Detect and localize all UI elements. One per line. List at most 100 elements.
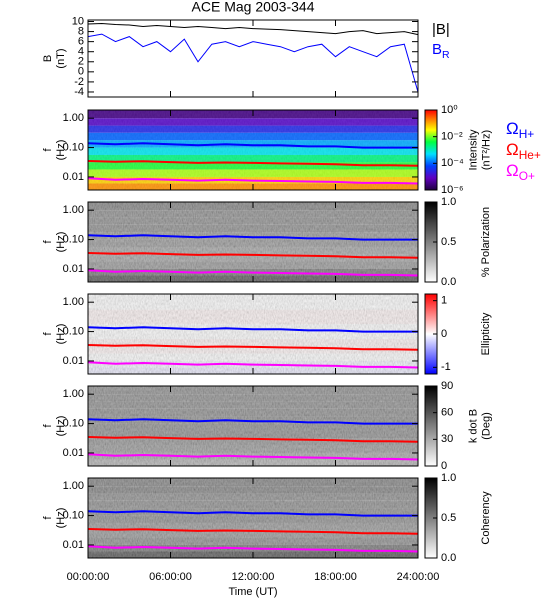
texture [88,202,418,282]
series-line [87,436,419,443]
y-axis-label: (Hz) [55,508,67,529]
colorbar-tick-label: 90 [441,380,453,392]
series-line [87,142,418,149]
series-line [87,361,419,369]
colorbar-tick-label: 1 [441,295,447,307]
legend-subscript: O+ [519,169,535,183]
series-line [87,160,419,167]
legend-subscript: H+ [519,127,535,141]
panel: 1.0 0.5 0.0 % Polarization 1.00 0.10 0.01 f (Hz) [42,196,492,288]
x-tick-label: 12:00:00 [232,571,275,583]
colorbar-label: % Polarization [480,207,492,277]
y-tick-label: 0.10 [63,233,84,245]
colorbar-label: Coherency [480,491,492,545]
y-axis-label: (Hz) [55,232,67,253]
legend-name: Ω [506,140,519,159]
y-axis-label: f [42,424,54,428]
y-axis-label: (Hz) [55,416,67,437]
colorbar-tick-label: -1 [441,361,451,373]
colorbar-tick-label: 1.0 [441,472,456,484]
texture [88,110,418,190]
y-axis-label: f [42,516,54,520]
legend-entry: ΩO+ [506,161,535,183]
panel: 90 60 30 0 k dot B (Deg) 1.00 0.10 0.01 f (Hz) [42,380,493,472]
colorbar-label: (nT²/Hz) [480,130,492,170]
y-tick-label: 0.10 [63,141,84,153]
colorbar-tick-label: 0.5 [441,236,456,248]
series-line [87,326,418,333]
panel: 1.0 0.5 0.0 Coherency 1.00 0.10 0.01 00:00:00 06… [42,472,492,598]
legend-entry: ΩHe+ [506,140,541,162]
y-tick-label: 1.00 [63,112,84,124]
y-tick-label: 1.00 [63,480,84,492]
y-tick-label: 1.00 [63,296,84,308]
texture [88,478,418,558]
y-tick-label: 1.00 [63,204,84,216]
y-tick-label: 4 [78,46,84,58]
legend-subscript: He+ [519,148,541,162]
colorbar-tick-label: 0.0 [441,552,456,564]
series-line [87,510,418,517]
x-tick-label: 00:00:00 [67,571,110,583]
y-tick-label: 8 [78,25,84,37]
colorbar-tick-label: 1.0 [441,196,456,208]
colorbar-tick-label: 30 [441,433,453,445]
texture [88,386,418,466]
legend-name: Ω [506,161,519,180]
colorbar-tick-label: 0 [441,328,447,340]
series-line [87,252,419,259]
colorbar-tick-label: 10⁻² [441,131,463,143]
y-tick-label: 0.01 [63,539,84,551]
x-tick-label: 18:00:00 [314,571,357,583]
colorbar-tick-label: 0.5 [441,512,456,524]
y-tick-label: 0.01 [63,263,84,275]
y-tick-label: 0.10 [63,509,84,521]
legend-entry: |B| [432,21,450,38]
series-line [87,528,419,535]
y-tick-label: 0.01 [63,355,84,367]
series-line [87,418,418,425]
series-line [87,453,419,461]
y-tick-label: 0.01 [63,171,84,183]
legend-entry: ΩH+ [506,119,534,141]
legend-name: B [432,41,442,58]
colorbar [424,385,438,467]
x-tick-label: 06:00:00 [149,571,192,583]
colorbar-label: Ellipticity [480,312,492,355]
colorbar-tick-label: 0 [441,460,447,472]
colorbar-tick-label: 10⁻⁶ [441,184,464,196]
y-axis-label: f [42,332,54,336]
y-axis-label: (nT) [55,48,67,68]
legend-entry: BR [432,41,450,61]
chart-title: ACE Mag 2003-344 [192,0,315,15]
legend-name: |B| [432,21,450,38]
x-axis-label: Time (UT) [228,586,277,598]
legend-subscript: R [442,49,450,61]
y-tick-label: 2 [78,56,84,68]
y-tick-label: 1.00 [63,388,84,400]
colorbar-label: k dot B [467,409,479,443]
y-axis-label: B [42,55,54,62]
y-tick-label: -4 [74,86,84,98]
colorbar-tick-label: 10⁻⁴ [441,157,464,169]
colorbar-label: (Deg) [480,412,492,440]
y-tick-label: -2 [74,76,84,88]
series-line [87,344,419,351]
y-axis-label: (Hz) [55,324,67,345]
y-tick-label: 0.01 [63,447,84,459]
colorbar [424,109,438,191]
series-line [87,545,419,553]
y-tick-label: 6 [78,36,84,48]
y-tick-label: 0.10 [63,417,84,429]
texture [88,294,418,374]
x-tick-label: 24:00:00 [397,571,440,583]
colorbar-tick-label: 0.0 [441,276,456,288]
colorbar-tick-label: 60 [441,407,453,419]
legend-name: Ω [506,119,519,138]
series-line [87,22,419,36]
colorbar-label: Intensity [467,129,479,170]
